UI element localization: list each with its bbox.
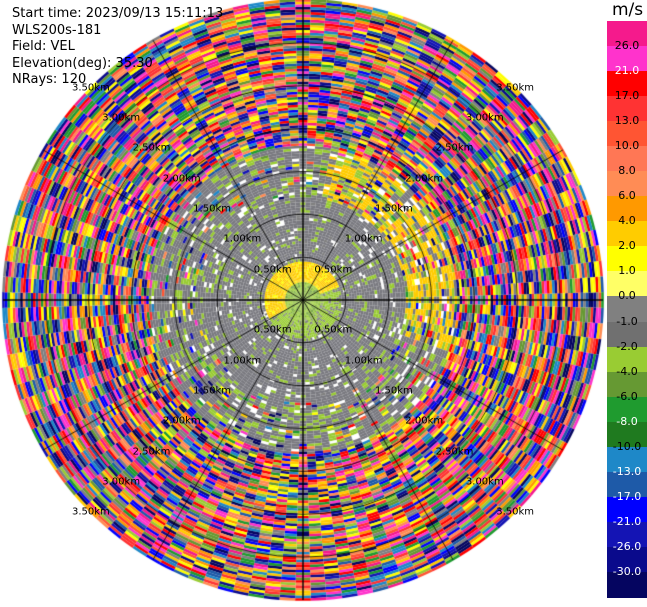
colorbar-segment	[607, 371, 647, 398]
range-ring-label: 1.00km	[344, 355, 383, 367]
range-ring-label: 2.50km	[435, 142, 474, 154]
colorbar-unit: m/s	[612, 0, 644, 20]
colorbar-segment	[607, 96, 647, 122]
range-ring-label: 2.50km	[132, 446, 171, 458]
colorbar-tick-label: -6.0	[616, 389, 638, 403]
colorbar-tick-label: -17.0	[612, 489, 642, 503]
colorbar-segment	[607, 321, 647, 348]
range-ring-label: 1.50km	[193, 203, 231, 215]
colorbar-tick-label: 10.0	[614, 139, 640, 153]
colorbar-tick-label: 1.0	[618, 264, 636, 278]
colorbar-tick-label: 2.0	[618, 239, 636, 253]
colorbar-tick-label: 6.0	[618, 189, 636, 203]
range-ring-label: 3.00km	[465, 112, 504, 124]
colorbar-tick-label: 8.0	[618, 164, 636, 178]
range-ring-label: 3.00km	[465, 476, 504, 488]
colorbar-tick-label: 0.0	[618, 289, 636, 303]
instrument-text: WLS200s-181	[12, 22, 102, 38]
range-ring-label: 2.00km	[405, 173, 444, 185]
range-ring-label: 1.00km	[223, 233, 262, 245]
colorbar-tick-label: -13.0	[612, 464, 642, 478]
colorbar-tick-label: -30.0	[612, 564, 642, 578]
nrays-text: NRays: 120	[12, 72, 87, 87]
colorbar-tick-label: -2.0	[616, 339, 638, 353]
header-info: Start time: 2023/09/13 15:11:13 WLS200s-…	[12, 6, 223, 89]
colorbar-tick-label: 17.0	[614, 89, 640, 103]
range-ring-label: 0.50km	[253, 324, 292, 336]
colorbar-segment	[607, 546, 647, 573]
colorbar-segment	[607, 146, 647, 172]
range-ring-label: 3.50km	[71, 82, 110, 94]
colorbar-segment	[607, 171, 647, 197]
colorbar-tick-label: -4.0	[616, 364, 638, 378]
range-ring-label: 0.50km	[314, 264, 353, 276]
range-ring-label: 1.50km	[193, 385, 231, 397]
colorbar-segment	[607, 571, 647, 598]
range-ring-label: 2.50km	[435, 446, 474, 458]
range-ring-label: 1.50km	[375, 203, 413, 215]
colorbar	[607, 21, 647, 598]
range-ring-label: 1.00km	[344, 233, 383, 245]
colorbar-segment	[607, 471, 647, 498]
colorbar-segment	[607, 271, 647, 298]
colorbar-segment	[607, 521, 647, 548]
start-time-text: Start time: 2023/09/13 15:11:13	[12, 6, 224, 21]
elevation-text: Elevation(deg): 35.30	[12, 55, 153, 71]
range-ring-label: 3.50km	[496, 506, 535, 518]
range-ring-label: 0.50km	[253, 264, 292, 276]
range-ring-label: 3.00km	[102, 112, 141, 124]
colorbar-tick-label: 13.0	[614, 114, 640, 128]
colorbar-segment	[607, 21, 647, 47]
colorbar-tick-label: -21.0	[612, 514, 642, 528]
range-ring-label: 3.50km	[71, 506, 110, 518]
radar-ppi-plot	[0, 0, 607, 607]
colorbar-segment	[607, 196, 647, 222]
colorbar-segment	[607, 396, 647, 423]
colorbar-segment	[607, 46, 647, 72]
field-text: Field: VEL	[12, 39, 75, 54]
range-ring-label: 0.50km	[314, 324, 353, 336]
colorbar-tick-label: -1.0	[616, 314, 638, 328]
colorbar-tick-label: 26.0	[614, 39, 640, 53]
colorbar-segment	[607, 121, 647, 147]
range-ring-label: 2.50km	[132, 142, 171, 154]
range-ring-label: 3.50km	[496, 82, 535, 94]
colorbar-segment	[607, 496, 647, 523]
range-ring-label: 2.00km	[162, 173, 201, 185]
range-ring-label: 2.00km	[405, 415, 444, 427]
colorbar-segment	[607, 221, 647, 247]
range-ring-label: 1.50km	[375, 385, 413, 397]
colorbar-segment	[607, 346, 647, 373]
range-ring-label: 1.00km	[223, 355, 262, 367]
colorbar-segment	[607, 246, 647, 273]
colorbar-tick-label: -26.0	[612, 539, 642, 553]
colorbar-tick-label: -10.0	[612, 439, 642, 453]
colorbar-segment	[607, 71, 647, 97]
range-ring-label: 2.00km	[162, 415, 201, 427]
colorbar-tick-label: 4.0	[618, 214, 636, 228]
range-ring-label: 3.00km	[102, 476, 141, 488]
colorbar-tick-label: -8.0	[616, 414, 638, 428]
colorbar-segment	[607, 421, 647, 448]
colorbar-segment	[607, 296, 647, 323]
colorbar-tick-label: 21.0	[614, 64, 640, 78]
colorbar-segment	[607, 446, 647, 473]
